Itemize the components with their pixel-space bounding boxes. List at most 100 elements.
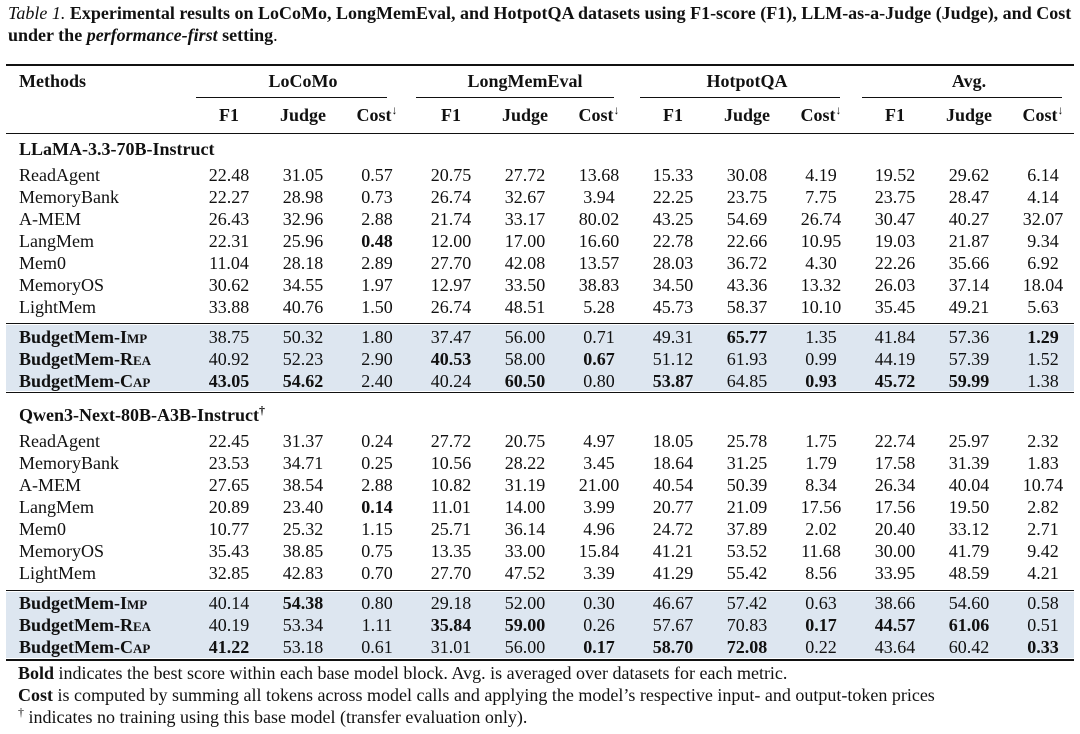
value-cell: 22.74 <box>874 431 916 451</box>
value-cell: 0.14 <box>361 497 393 517</box>
down-arrow-icon: ↓ <box>1057 103 1064 117</box>
footnote-cost: Cost is computed by summing all tokens a… <box>18 685 935 705</box>
header-row-groups: Methods LoCoMo LongMemEval HotpotQA Avg. <box>6 66 1080 96</box>
value-cell: 5.28 <box>583 297 615 317</box>
budgetmem-highlight-band-2 <box>6 592 1074 658</box>
value-cell: 48.51 <box>504 297 546 317</box>
value-cell: 3.39 <box>583 563 615 583</box>
value-cell: 22.45 <box>208 431 250 451</box>
value-cell: 50.32 <box>282 327 324 347</box>
value-cell: 1.11 <box>361 615 393 635</box>
value-cell: 33.00 <box>504 541 546 561</box>
value-cell: 42.08 <box>504 253 546 273</box>
value-cell: 61.93 <box>726 349 768 369</box>
value-cell: 17.56 <box>800 497 842 517</box>
section-header-row: LLaMA-3.3-70B-Instruct <box>6 134 1080 164</box>
value-cell: 10.95 <box>800 231 842 251</box>
value-cell: 54.38 <box>282 593 324 613</box>
value-cell: 7.75 <box>805 187 837 207</box>
value-cell: 21.74 <box>430 209 472 229</box>
value-cell: 1.38 <box>1027 371 1059 391</box>
method-variant: Rea <box>119 615 152 635</box>
value-cell: 0.25 <box>361 453 393 473</box>
avg-cmidrule <box>862 97 1062 98</box>
value-cell: 22.27 <box>208 187 250 207</box>
value-cell: 26.74 <box>430 187 472 207</box>
value-cell: 4.96 <box>583 519 615 539</box>
table-row: ReadAgent 22.48 31.05 0.57 20.75 27.72 13.68 15… <box>6 164 1080 186</box>
header-rule <box>6 133 1074 134</box>
value-cell: 32.85 <box>208 563 250 583</box>
value-cell: 43.36 <box>726 275 768 295</box>
value-cell: 4.97 <box>583 431 615 451</box>
value-cell: 8.56 <box>805 563 837 583</box>
value-cell: 20.77 <box>652 497 694 517</box>
value-cell: 44.57 <box>874 615 916 635</box>
value-cell: 0.67 <box>583 349 615 369</box>
method-prefix: BudgetMem- <box>19 637 120 657</box>
value-cell: 19.03 <box>874 231 916 251</box>
method-prefix: BudgetMem- <box>19 593 120 613</box>
value-cell: 9.42 <box>1027 541 1059 561</box>
method-prefix: BudgetMem- <box>19 615 120 635</box>
value-cell: 0.24 <box>361 431 393 451</box>
value-cell: 31.25 <box>726 453 768 473</box>
value-cell: 28.18 <box>282 253 324 273</box>
value-cell: 32.07 <box>1022 209 1064 229</box>
value-cell: 27.70 <box>430 563 472 583</box>
value-cell: 53.87 <box>652 371 694 391</box>
value-cell: 1.80 <box>361 327 393 347</box>
value-cell: 34.71 <box>282 453 324 473</box>
value-cell: 40.54 <box>652 475 694 495</box>
methods-header: Methods <box>19 71 86 91</box>
value-cell: 0.99 <box>805 349 837 369</box>
value-cell: 22.66 <box>726 231 768 251</box>
value-cell: 31.19 <box>504 475 546 495</box>
value-cell: 30.62 <box>208 275 250 295</box>
metric-judge: Judge <box>279 105 326 125</box>
method-name: LightMem <box>19 563 96 583</box>
value-cell: 3.45 <box>583 453 615 473</box>
method-variant: Rea <box>119 349 152 369</box>
table-row: MemoryOS 30.62 34.55 1.97 12.97 33.50 38.83 34.… <box>6 274 1080 296</box>
value-cell: 33.17 <box>504 209 546 229</box>
value-cell: 0.26 <box>583 615 615 635</box>
value-cell: 2.02 <box>805 519 837 539</box>
value-cell: 34.50 <box>652 275 694 295</box>
value-cell: 1.29 <box>1027 327 1059 347</box>
value-cell: 1.79 <box>805 453 837 473</box>
value-cell: 60.42 <box>948 637 990 657</box>
value-cell: 41.84 <box>874 327 916 347</box>
value-cell: 0.17 <box>583 637 615 657</box>
method-name: A-MEM <box>19 475 81 495</box>
value-cell: 2.32 <box>1027 431 1059 451</box>
value-cell: 4.19 <box>805 165 837 185</box>
budgetmem-row: BudgetMem-Cap 43.05 54.62 2.40 40.24 60.50 0.8… <box>6 370 1080 392</box>
value-cell: 45.72 <box>874 371 916 391</box>
value-cell: 34.55 <box>282 275 324 295</box>
value-cell: 22.26 <box>874 253 916 273</box>
budgetmem-row: BudgetMem-Imp 38.75 50.32 1.80 37.47 56.00 0.7… <box>6 326 1080 348</box>
value-cell: 0.70 <box>361 563 393 583</box>
value-cell: 0.80 <box>361 593 393 613</box>
locomo-cmidrule <box>196 97 387 98</box>
value-cell: 4.14 <box>1027 187 1059 207</box>
value-cell: 12.00 <box>430 231 472 251</box>
footnote-bold: Bold indicates the best score within eac… <box>18 663 788 683</box>
value-cell: 4.30 <box>805 253 837 273</box>
value-cell: 13.32 <box>800 275 842 295</box>
value-cell: 49.31 <box>652 327 694 347</box>
value-cell: 2.71 <box>1027 519 1059 539</box>
value-cell: 54.62 <box>282 371 324 391</box>
method-name: MemoryOS <box>19 275 104 295</box>
value-cell: 10.82 <box>430 475 472 495</box>
value-cell: 40.53 <box>430 349 472 369</box>
value-cell: 42.83 <box>282 563 324 583</box>
value-cell: 46.67 <box>652 593 694 613</box>
value-cell: 35.43 <box>208 541 250 561</box>
section1-end-rule <box>6 392 1074 393</box>
table-row: A-MEM 26.43 32.96 2.88 21.74 33.17 80.02 43.25 5… <box>6 208 1080 230</box>
table-row: Mem0 11.04 28.18 2.89 27.70 42.08 13.57 28.03 36… <box>6 252 1080 274</box>
value-cell: 11.01 <box>431 497 471 517</box>
budgetmem-highlight-band-1 <box>6 325 1074 391</box>
